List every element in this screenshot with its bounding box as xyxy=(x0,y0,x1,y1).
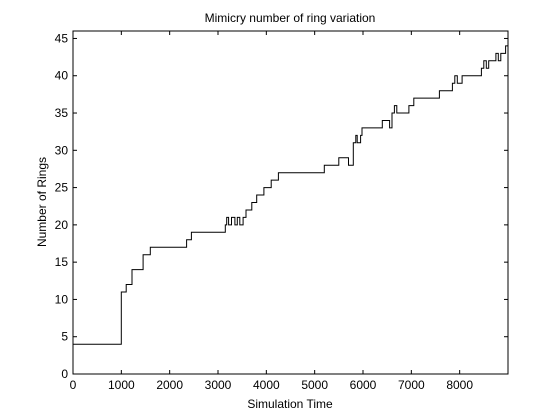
y-tick-label: 30 xyxy=(55,143,69,157)
x-tick-label: 8000 xyxy=(446,378,473,392)
x-tick-label: 5000 xyxy=(301,378,328,392)
x-tick-label: 2000 xyxy=(156,378,183,392)
x-tick-label: 0 xyxy=(70,378,77,392)
y-tick-label: 10 xyxy=(55,292,69,306)
y-tick-label: 20 xyxy=(55,218,69,232)
x-tick-label: 6000 xyxy=(350,378,377,392)
axis-ticks xyxy=(72,31,508,375)
x-tick-label: 7000 xyxy=(398,378,425,392)
y-tick-label: 35 xyxy=(55,106,69,120)
y-tick-label: 5 xyxy=(61,330,68,344)
x-axis-label: Simulation Time xyxy=(247,397,333,411)
y-tick-label: 15 xyxy=(55,255,69,269)
plot-area xyxy=(72,30,509,375)
x-tick-label: 4000 xyxy=(253,378,280,392)
series-line xyxy=(73,45,508,345)
x-tick-labels: 0 1000 2000 3000 4000 5000 6000 7000 8000 xyxy=(70,378,474,392)
y-tick-label: 0 xyxy=(61,367,68,381)
y-tick-label: 45 xyxy=(55,31,69,45)
chart-title: Mimicry number of ring variation xyxy=(205,11,376,25)
y-tick-label: 40 xyxy=(55,69,69,83)
x-tick-label: 3000 xyxy=(205,378,232,392)
x-tick-label: 1000 xyxy=(108,378,135,392)
y-tick-label: 25 xyxy=(55,181,69,195)
y-tick-labels: 0 5 10 15 20 25 30 35 40 45 xyxy=(55,31,69,381)
y-axis-label: Number of Rings xyxy=(35,157,49,247)
